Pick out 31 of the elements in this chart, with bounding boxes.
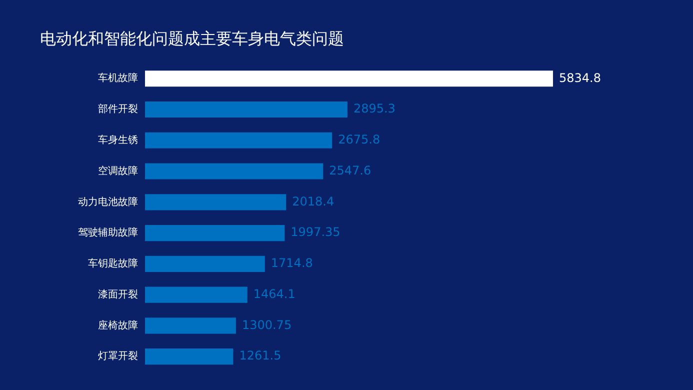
bar [145, 101, 348, 118]
bar [145, 348, 234, 365]
bar [145, 132, 332, 148]
y-tick-label: 空调故障 [98, 164, 138, 177]
bar [145, 318, 236, 334]
y-tick-label: 车钥匙故障 [88, 258, 138, 270]
data-label: 1261.5 [239, 348, 282, 363]
data-label: 1300.75 [242, 318, 292, 332]
data-label: 1714.8 [270, 256, 313, 270]
bar [145, 256, 265, 272]
data-label: 2018.4 [292, 194, 334, 208]
data-label: 1464.1 [253, 286, 296, 301]
data-label: 2547.6 [329, 163, 372, 178]
y-tick-label: 车身生锈 [98, 134, 138, 146]
bar [145, 225, 285, 242]
y-tick-label: 漆面开裂 [98, 288, 138, 300]
data-label: 2675.8 [338, 132, 380, 147]
y-tick-label: 车机故障 [98, 72, 138, 84]
bar [145, 70, 553, 87]
bar [145, 286, 248, 303]
y-tick-label: 动力电池故障 [78, 196, 138, 208]
bar [145, 163, 324, 180]
y-tick-label: 部件开裂 [98, 103, 138, 116]
data-label: 1997.35 [290, 225, 340, 240]
y-tick-label: 驾驶辅助故障 [78, 226, 138, 239]
data-label: 2895.3 [353, 102, 396, 116]
y-tick-label: 座椅故障 [98, 319, 138, 332]
y-tick-label: 灯罩开裂 [98, 350, 138, 362]
data-label: 5834.8 [559, 70, 601, 85]
bar [145, 194, 286, 210]
chart-title: 电动化和智能化问题成主要车身电气类问题 [40, 28, 344, 48]
